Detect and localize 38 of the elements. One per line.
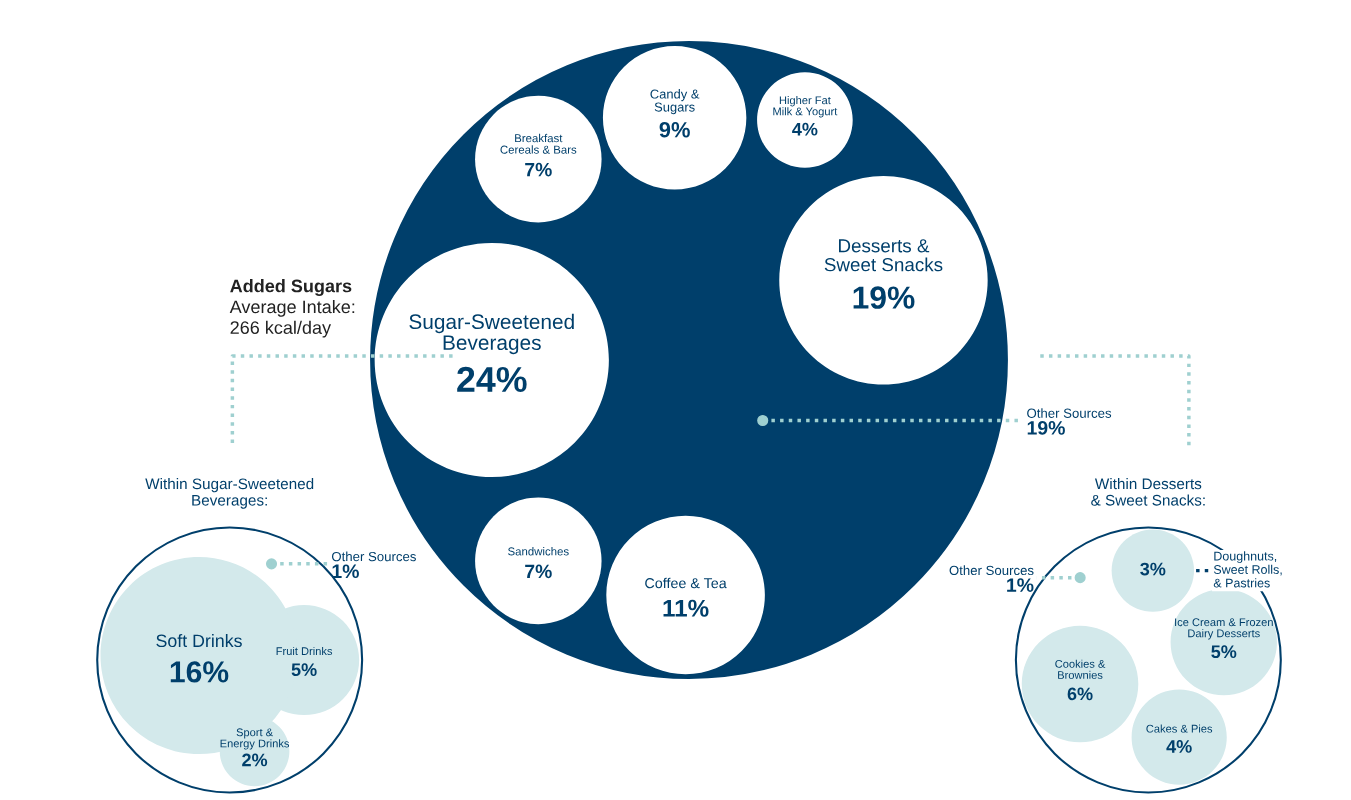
category-label: Other Sources [331,551,416,562]
data-label: 7% [525,564,552,579]
category-label: Ice Cream & Frozen Dairy Desserts [1175,618,1273,640]
data-label: 5% [1211,645,1237,659]
category-label: Cakes & Pies [1146,724,1213,733]
text: Within Sugar-Sweetened Beverages: [145,477,314,509]
category-label: Other Sources [1027,408,1112,418]
category-label: Candy & Sugars [650,89,700,115]
text: Added Sugars [230,279,352,296]
data-label: 3% [1140,562,1166,576]
data-label: 16% [170,661,229,683]
category-label: Desserts & Sweet Snacks [824,239,943,272]
data-label: 5% [291,663,317,677]
data-label: 1% [1007,578,1034,592]
category-label: Higher Fat Milk & Yogurt [773,96,838,118]
text: Within Desserts & Sweet Snacks: [1091,477,1205,506]
data-label: 4% [1166,740,1192,753]
data-label: 2% [242,753,268,767]
data-label: 7% [525,162,552,177]
category-label: Cookies & Brownies [1055,659,1106,679]
category-label: Soft Drinks [156,634,242,648]
data-label: 9% [659,121,690,138]
category-label: Sugar-Sweetened Beverages [409,313,574,355]
category-label: Breakfast Cereals & Bars [500,133,577,154]
text: Average Intake: 266 kcal/day [229,300,355,338]
data-label: 19% [1027,421,1065,435]
data-label: 1% [332,564,359,579]
category-label: Other Sources [949,565,1034,576]
category-label: Fruit Drinks [276,646,333,656]
category-label: Doughnuts, Sweet Rolls, & Pastries [1213,551,1282,588]
data-label: 11% [663,599,709,617]
data-label: 4% [792,122,818,136]
data-label: 24% [457,366,527,393]
data-label: 6% [1067,687,1093,701]
category-label: Sandwiches [508,547,569,556]
category-label: Coffee & Tea [645,577,727,589]
category-label: Sport & Energy Drinks [220,728,290,750]
data-label: 19% [853,286,915,309]
